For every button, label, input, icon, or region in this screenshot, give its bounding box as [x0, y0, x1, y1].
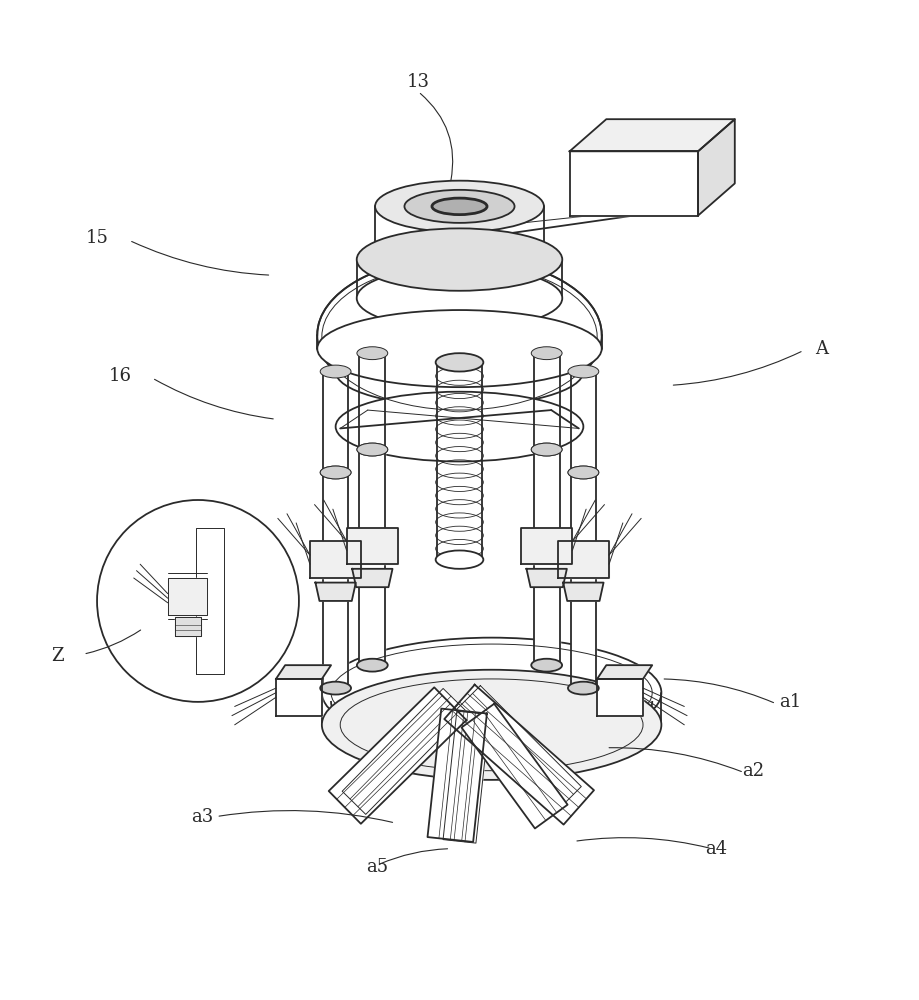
Polygon shape: [310, 541, 361, 578]
Polygon shape: [359, 353, 385, 450]
Polygon shape: [570, 151, 698, 216]
Ellipse shape: [320, 365, 351, 378]
Ellipse shape: [357, 659, 388, 672]
Ellipse shape: [357, 228, 562, 291]
Polygon shape: [342, 688, 467, 814]
Polygon shape: [427, 709, 487, 842]
Polygon shape: [571, 472, 596, 688]
Polygon shape: [597, 665, 652, 679]
Ellipse shape: [357, 267, 562, 329]
Text: a2: a2: [742, 762, 765, 780]
Text: A: A: [815, 340, 828, 358]
Ellipse shape: [568, 365, 599, 378]
Text: Z: Z: [51, 647, 64, 665]
Polygon shape: [563, 583, 604, 601]
Ellipse shape: [404, 190, 515, 223]
Ellipse shape: [317, 310, 602, 387]
Ellipse shape: [357, 443, 388, 456]
Polygon shape: [315, 583, 356, 601]
Polygon shape: [175, 617, 200, 636]
Polygon shape: [461, 704, 568, 828]
Ellipse shape: [335, 337, 584, 406]
Ellipse shape: [357, 347, 388, 360]
Ellipse shape: [531, 659, 562, 672]
Polygon shape: [359, 450, 385, 665]
Polygon shape: [329, 687, 467, 824]
Ellipse shape: [322, 670, 662, 780]
Text: 15: 15: [85, 229, 108, 247]
Polygon shape: [276, 665, 331, 679]
Text: a3: a3: [191, 808, 214, 826]
Ellipse shape: [320, 682, 351, 695]
Ellipse shape: [568, 466, 599, 479]
Polygon shape: [323, 472, 348, 688]
Text: a4: a4: [706, 840, 728, 858]
Polygon shape: [527, 569, 567, 587]
Polygon shape: [558, 541, 609, 578]
Polygon shape: [597, 679, 643, 716]
Text: a5: a5: [366, 858, 388, 876]
Polygon shape: [571, 372, 596, 472]
Ellipse shape: [436, 550, 483, 569]
Polygon shape: [167, 578, 207, 615]
Ellipse shape: [568, 682, 599, 695]
Polygon shape: [346, 528, 398, 564]
Polygon shape: [534, 450, 560, 665]
Ellipse shape: [357, 443, 388, 456]
Polygon shape: [196, 528, 223, 674]
Ellipse shape: [317, 257, 602, 413]
Text: 16: 16: [108, 367, 131, 385]
Polygon shape: [444, 685, 594, 825]
Polygon shape: [570, 119, 735, 151]
Polygon shape: [276, 679, 322, 716]
Text: a1: a1: [778, 693, 801, 711]
Ellipse shape: [436, 353, 483, 372]
Ellipse shape: [531, 443, 562, 456]
Polygon shape: [534, 353, 560, 450]
Ellipse shape: [432, 198, 487, 215]
Ellipse shape: [568, 466, 599, 479]
Ellipse shape: [320, 466, 351, 479]
Polygon shape: [457, 686, 582, 810]
Polygon shape: [521, 528, 573, 564]
Polygon shape: [352, 569, 392, 587]
Ellipse shape: [375, 236, 544, 287]
Ellipse shape: [322, 638, 662, 748]
Ellipse shape: [375, 181, 544, 232]
Polygon shape: [698, 119, 735, 216]
Ellipse shape: [531, 347, 562, 360]
Ellipse shape: [320, 466, 351, 479]
Polygon shape: [443, 711, 490, 843]
Ellipse shape: [531, 443, 562, 456]
Text: 13: 13: [407, 73, 430, 91]
Ellipse shape: [335, 392, 584, 461]
Polygon shape: [323, 372, 348, 472]
